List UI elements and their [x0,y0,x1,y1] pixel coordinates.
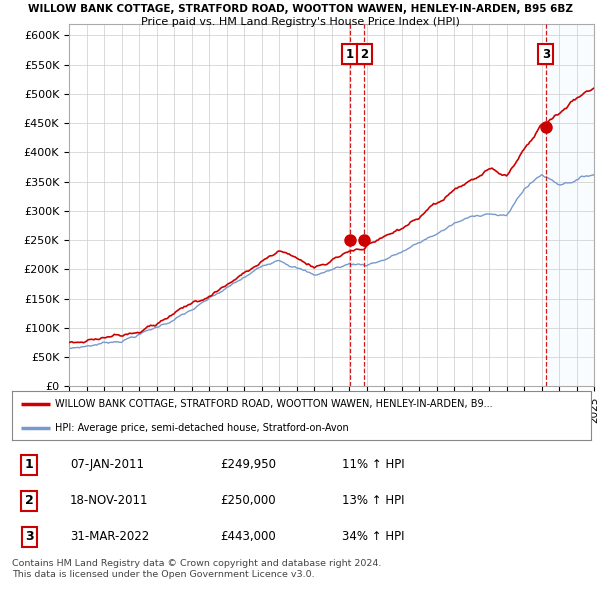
Text: 07-JAN-2011: 07-JAN-2011 [70,458,144,471]
Text: 1: 1 [25,458,34,471]
Text: 3: 3 [542,48,550,61]
Text: HPI: Average price, semi-detached house, Stratford-on-Avon: HPI: Average price, semi-detached house,… [55,423,349,433]
Bar [546,24,594,386]
Text: 2: 2 [361,48,368,61]
Text: 3: 3 [25,530,34,543]
Text: 13% ↑ HPI: 13% ↑ HPI [342,494,404,507]
Text: WILLOW BANK COTTAGE, STRATFORD ROAD, WOOTTON WAWEN, HENLEY-IN-ARDEN, B9...: WILLOW BANK COTTAGE, STRATFORD ROAD, WOO… [55,399,493,409]
Text: £443,000: £443,000 [220,530,276,543]
Text: 18-NOV-2011: 18-NOV-2011 [70,494,148,507]
Text: 11% ↑ HPI: 11% ↑ HPI [342,458,404,471]
Text: Price paid vs. HM Land Registry's House Price Index (HPI): Price paid vs. HM Land Registry's House … [140,17,460,27]
Text: £250,000: £250,000 [220,494,276,507]
Text: Contains HM Land Registry data © Crown copyright and database right 2024.
This d: Contains HM Land Registry data © Crown c… [12,559,382,579]
Text: 2: 2 [25,494,34,507]
Text: 1: 1 [346,48,353,61]
Text: 31-MAR-2022: 31-MAR-2022 [70,530,149,543]
Text: £249,950: £249,950 [220,458,277,471]
Text: WILLOW BANK COTTAGE, STRATFORD ROAD, WOOTTON WAWEN, HENLEY-IN-ARDEN, B95 6BZ: WILLOW BANK COTTAGE, STRATFORD ROAD, WOO… [28,4,572,14]
Text: 34% ↑ HPI: 34% ↑ HPI [342,530,404,543]
